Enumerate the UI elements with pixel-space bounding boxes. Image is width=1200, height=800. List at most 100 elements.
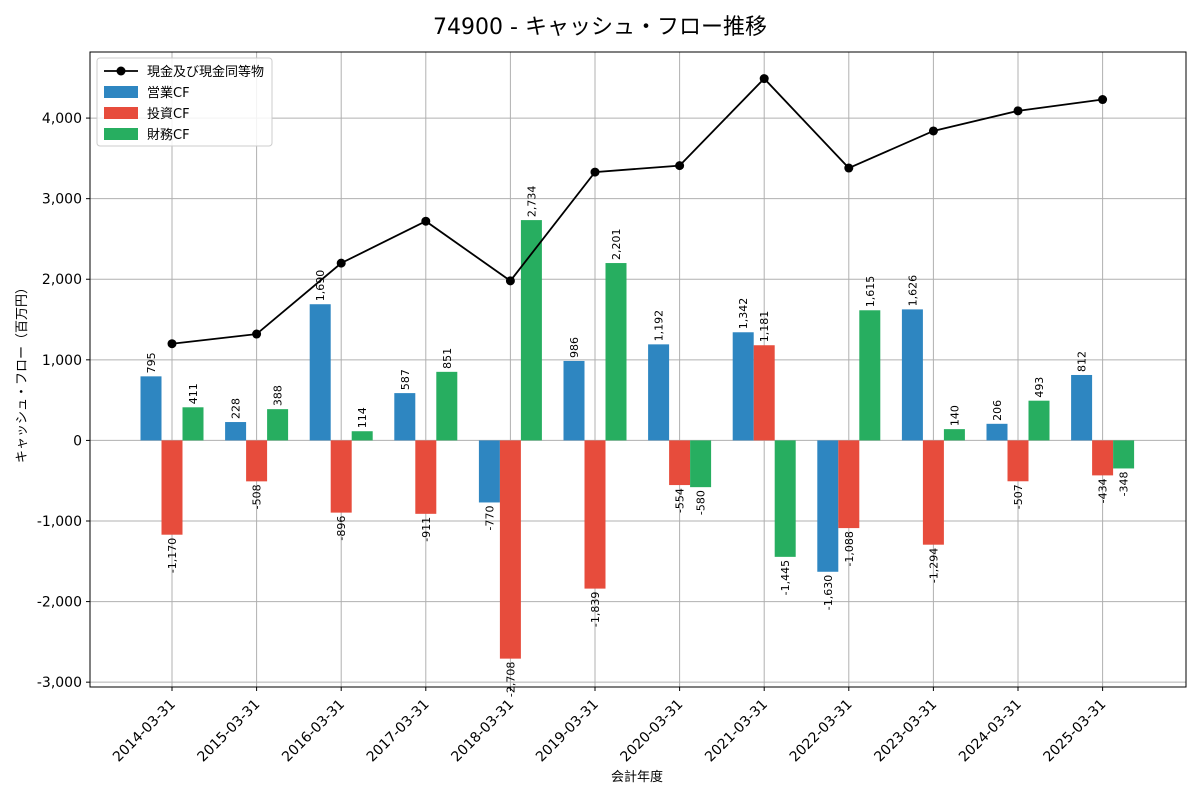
cash-line-point bbox=[1098, 95, 1108, 105]
legend-bar-swatch bbox=[104, 128, 138, 140]
x-tick-label: 2019-03-31 bbox=[533, 697, 602, 766]
y-tick-label: 0 bbox=[73, 433, 82, 449]
bar bbox=[838, 440, 860, 529]
y-tick-label: 3,000 bbox=[42, 192, 82, 208]
bar bbox=[394, 393, 416, 441]
bar-value-label: 1,342 bbox=[737, 298, 750, 330]
bar-value-label: 986 bbox=[568, 337, 581, 358]
cash-line-point bbox=[505, 276, 515, 286]
x-tick-label: 2014-03-31 bbox=[110, 697, 179, 766]
cash-line bbox=[167, 74, 1108, 349]
bar-value-label: 795 bbox=[145, 352, 158, 373]
bar-value-label: 388 bbox=[272, 385, 285, 406]
bar bbox=[669, 440, 691, 486]
bar bbox=[986, 423, 1008, 441]
bar bbox=[1028, 400, 1050, 441]
plot-frame bbox=[89, 51, 1187, 688]
y-tick-label: -2,000 bbox=[37, 595, 82, 611]
bar bbox=[584, 440, 606, 589]
cash-line-path bbox=[171, 77, 1103, 345]
bar bbox=[520, 220, 542, 441]
bar bbox=[901, 309, 923, 441]
bar bbox=[1007, 440, 1029, 482]
bar-value-label: -434 bbox=[1097, 478, 1110, 503]
y-tick-label: -1,000 bbox=[37, 514, 82, 530]
bar-value-label: -1,445 bbox=[779, 560, 792, 595]
x-tick-label: 2017-03-31 bbox=[364, 697, 433, 766]
bar bbox=[1113, 440, 1135, 469]
bar-value-label: -1,294 bbox=[927, 548, 940, 583]
cash-line-point bbox=[759, 74, 769, 84]
bar bbox=[436, 371, 458, 441]
bar-value-label: 2,201 bbox=[610, 229, 623, 261]
bar-value-label: -554 bbox=[674, 488, 687, 513]
bar-value-label: 206 bbox=[991, 400, 1004, 421]
grid bbox=[90, 52, 1186, 687]
bar bbox=[225, 422, 247, 441]
x-tick-label: 2021-03-31 bbox=[702, 697, 771, 766]
bars bbox=[140, 220, 1135, 659]
x-tick-label: 2018-03-31 bbox=[448, 697, 517, 766]
y-tick-label: 1,000 bbox=[42, 353, 82, 369]
legend-bar-swatch bbox=[104, 107, 138, 119]
bar bbox=[859, 310, 881, 441]
y-tick-label: 4,000 bbox=[42, 111, 82, 127]
y-axis: -3,000 -2,000 -1,000 0 1,000 2,000 3,000 4,000 bbox=[37, 111, 90, 691]
legend-label: 投資CF bbox=[147, 106, 190, 122]
bar bbox=[563, 360, 585, 441]
bar-value-label: 411 bbox=[187, 383, 200, 404]
y-tick-label: -3,000 bbox=[37, 675, 82, 691]
bar bbox=[648, 344, 670, 441]
bar bbox=[478, 440, 500, 503]
x-tick-label: 2015-03-31 bbox=[195, 697, 264, 766]
bar bbox=[732, 332, 754, 441]
bar-value-label: -580 bbox=[695, 490, 708, 515]
x-tick-label: 2022-03-31 bbox=[787, 697, 856, 766]
bar bbox=[499, 440, 521, 659]
bar bbox=[1071, 374, 1093, 441]
bar bbox=[943, 429, 965, 441]
cash-line-point bbox=[252, 329, 262, 339]
bar-value-label: 1,192 bbox=[653, 310, 666, 342]
y-tick-label: 2,000 bbox=[42, 272, 82, 288]
bar bbox=[267, 409, 289, 441]
bar bbox=[817, 440, 839, 572]
bar-value-label: -896 bbox=[335, 516, 348, 541]
bar bbox=[1092, 440, 1114, 476]
x-tick-label: 2020-03-31 bbox=[618, 697, 687, 766]
bar-value-label: -770 bbox=[483, 505, 496, 530]
bar-value-label: -1,630 bbox=[822, 575, 835, 610]
x-tick-label: 2023-03-31 bbox=[871, 697, 940, 766]
chart-title: 74900 - キャッシュ・フロー推移 bbox=[433, 15, 767, 40]
legend-label: 財務CF bbox=[147, 128, 190, 143]
bar bbox=[774, 440, 796, 557]
cash-line-point bbox=[167, 339, 177, 349]
bar bbox=[690, 440, 712, 488]
bar-value-label: 2,734 bbox=[525, 186, 538, 218]
bar-value-label: 1,690 bbox=[314, 270, 327, 302]
bar bbox=[161, 440, 183, 535]
bar-value-label: 228 bbox=[230, 398, 243, 419]
bar bbox=[605, 263, 627, 441]
bar-value-label: -1,839 bbox=[589, 592, 602, 627]
bar bbox=[182, 407, 204, 441]
bar-labels: 795 228 1,690 587 -770 986 1,192 1,342 -1,630 1,6… bbox=[145, 186, 1131, 698]
bar bbox=[330, 440, 352, 513]
bar-value-label: 140 bbox=[948, 405, 961, 426]
bar-value-label: 1,181 bbox=[758, 311, 771, 343]
bar-value-label: 1,615 bbox=[864, 276, 877, 308]
bar-value-label: -911 bbox=[420, 517, 433, 542]
bar bbox=[415, 440, 437, 514]
bar-value-label: 812 bbox=[1076, 351, 1089, 372]
legend-label: 現金及び現金同等物 bbox=[147, 64, 264, 80]
cash-line-point bbox=[336, 258, 346, 268]
cash-line-point bbox=[675, 161, 685, 171]
cash-line-point bbox=[1013, 106, 1023, 116]
x-tick-label: 2016-03-31 bbox=[279, 697, 348, 766]
bar-value-label: 587 bbox=[399, 369, 412, 390]
bar bbox=[753, 345, 775, 441]
bar-value-label: 493 bbox=[1033, 377, 1046, 398]
bar-value-label: 851 bbox=[441, 348, 454, 369]
